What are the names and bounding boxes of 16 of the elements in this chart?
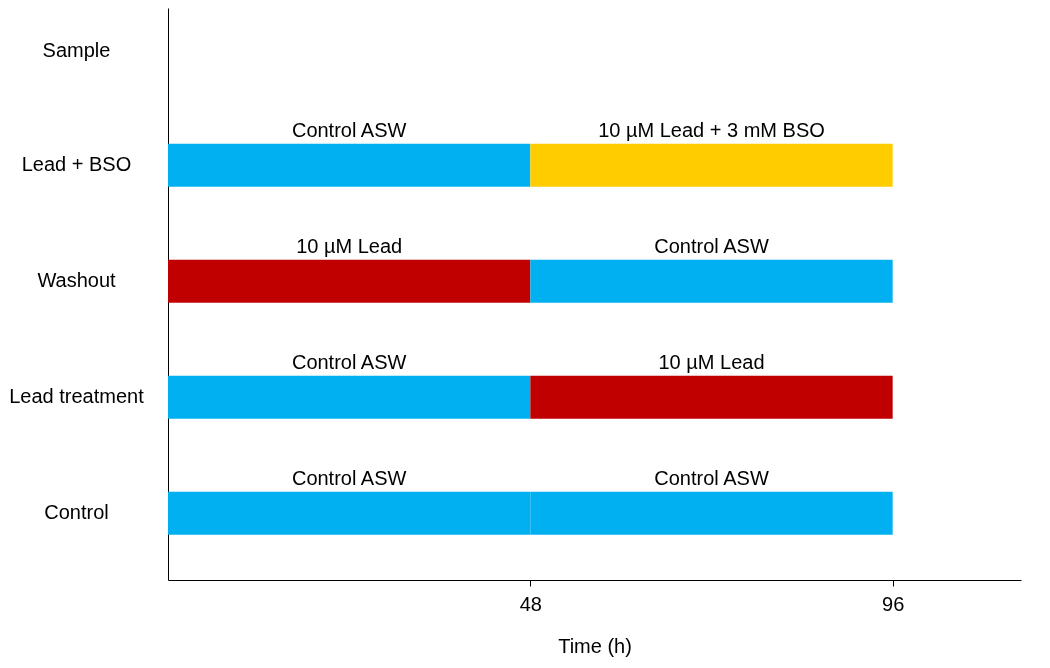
annotation: Control ASW (291, 351, 407, 374)
y-axis-title: Sample (42, 38, 111, 61)
annotation: Control ASW (291, 119, 407, 142)
x-tick-label: 96 (882, 592, 905, 615)
annotation: Control ASW (654, 467, 769, 490)
y-tick-label: Lead + BSO (21, 153, 132, 176)
y-tick-label: Control (44, 501, 109, 524)
annotation: 10 µM Lead + 3 mM BSO (598, 119, 825, 142)
annotation: 10 µM Lead (658, 351, 765, 374)
y-tick-label: Lead treatment (9, 385, 145, 408)
annotation: Control ASW (291, 467, 407, 490)
annotation: 10 µM Lead (296, 235, 403, 258)
annotation: Control ASW (654, 235, 769, 258)
x-tick-label: 48 (519, 592, 542, 615)
x-axis-title: Time (h) (558, 634, 632, 657)
y-tick-label: Washout (37, 269, 117, 292)
